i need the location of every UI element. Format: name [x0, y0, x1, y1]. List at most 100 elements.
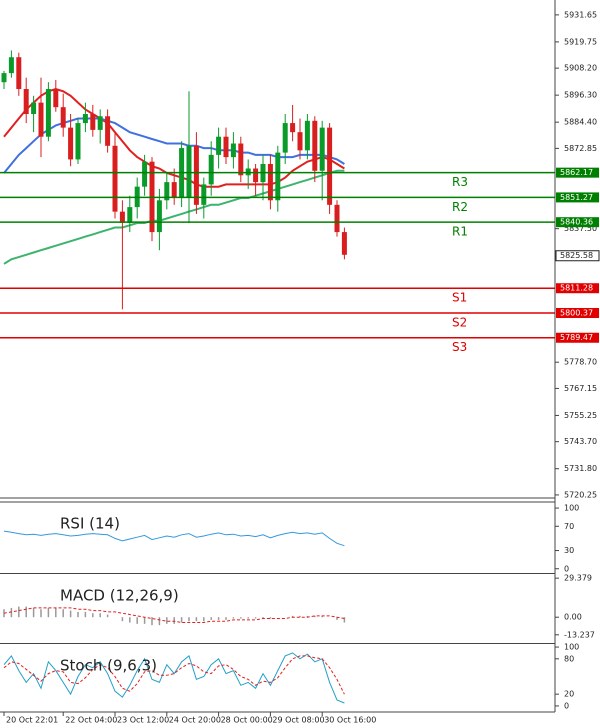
candle-body	[127, 207, 133, 223]
candle-body	[275, 152, 281, 201]
x-tick-label: 30 Oct 16:00	[324, 716, 376, 725]
x-tick-label: 24 Oct 20:00	[169, 716, 221, 725]
price-box-label: 5840.36	[560, 218, 593, 227]
last-price-label: 5825.58	[560, 251, 593, 260]
candle-body	[171, 182, 177, 199]
y-tick-label: 20	[564, 690, 574, 699]
candle-body	[75, 123, 81, 160]
y-tick-label: 5931.65	[564, 10, 597, 19]
x-tick-label: 22 Oct 04:00	[65, 716, 117, 725]
y-tick-label: 5755.25	[564, 411, 597, 420]
candle-body	[38, 102, 44, 137]
price-box	[556, 217, 599, 228]
x-tick-label: 20 Oct 22:01	[6, 716, 58, 725]
price-box-label: 5789.47	[560, 333, 593, 342]
y-tick-label: 100	[564, 504, 579, 513]
candle-body	[327, 127, 333, 205]
price-box-label: 5862.17	[560, 168, 593, 177]
candle-body	[68, 127, 74, 160]
candle-body	[290, 123, 296, 133]
y-tick-label: 0	[564, 701, 569, 710]
panel-title: RSI (14)	[60, 515, 120, 533]
candle-body	[201, 184, 207, 205]
y-tick-label: 5767.15	[564, 384, 597, 393]
x-tick-label: 28 Oct 00:00	[221, 716, 273, 725]
candle-body	[53, 89, 59, 108]
candle-body	[304, 120, 310, 151]
candle-body	[142, 161, 148, 187]
indicator-line	[3, 530, 345, 547]
candle-body	[119, 211, 125, 223]
y-tick-label: 5837.50	[564, 224, 597, 233]
y-tick-label: -13.237	[564, 630, 595, 639]
candle-body	[230, 143, 236, 158]
y-tick-label: 5884.40	[564, 118, 597, 127]
candle-body	[267, 163, 273, 201]
y-tick-label: 0.00	[564, 613, 582, 622]
y-tick-label: 100	[564, 643, 579, 652]
candle-body	[45, 89, 51, 137]
candle-body	[23, 89, 29, 114]
y-tick-label: 5872.85	[564, 144, 597, 153]
candle-body	[312, 120, 318, 171]
price-box	[556, 283, 599, 294]
y-tick-label: 29.379	[564, 574, 592, 583]
pivot-label: S2	[452, 315, 467, 329]
candle-body	[297, 132, 303, 151]
last-price-box	[555, 250, 600, 262]
pivot-label: R1	[452, 225, 468, 239]
candle-body	[282, 123, 288, 153]
candle-body	[223, 136, 229, 158]
y-tick-label: 5720.25	[564, 490, 597, 499]
candle-body	[97, 116, 103, 130]
candle-body	[216, 136, 222, 155]
y-tick-label: 5731.80	[564, 464, 597, 473]
price-box	[556, 192, 599, 203]
y-tick-label: 5743.70	[564, 437, 597, 446]
y-tick-label: 5896.30	[564, 91, 597, 100]
price-box	[556, 167, 599, 178]
indicator-line	[3, 655, 345, 695]
price-box-label: 5811.28	[560, 284, 593, 293]
candle-body	[105, 116, 111, 146]
panel-title: MACD (12,26,9)	[60, 587, 179, 605]
candle-body	[31, 102, 37, 114]
y-tick-label: 5919.75	[564, 37, 597, 46]
candle-body	[16, 57, 22, 90]
y-tick-label: 70	[564, 522, 574, 531]
y-tick-label: 80	[564, 654, 574, 663]
candle-body	[208, 154, 214, 185]
indicator-line	[3, 607, 345, 623]
price-box-label: 5851.27	[560, 193, 593, 202]
y-tick-label: 0	[564, 564, 569, 573]
candle-body	[334, 204, 340, 233]
candle-body	[1, 73, 7, 83]
y-tick-label: 30	[564, 546, 574, 555]
candle-body	[341, 232, 347, 255]
pivot-label: R3	[452, 175, 468, 189]
y-tick-label: 5908.20	[564, 64, 597, 73]
panel-title: Stoch (9,6,3)	[60, 657, 157, 675]
candle-body	[82, 113, 88, 124]
pivot-label: R2	[452, 200, 468, 214]
candle-body	[8, 57, 14, 74]
price-box	[556, 332, 599, 343]
indicator-line	[3, 652, 345, 704]
price-box-label: 5800.37	[560, 308, 593, 317]
candle-body	[238, 143, 244, 176]
candle-body	[90, 113, 96, 130]
candle-body	[112, 145, 118, 212]
candle-body	[164, 182, 170, 201]
price-box	[556, 307, 599, 318]
x-tick-label: 23 Oct 12:00	[117, 716, 169, 725]
candle-body	[156, 200, 162, 233]
x-tick-label: 29 Oct 08:00	[272, 716, 324, 725]
candle-body	[253, 168, 259, 183]
candle-body	[319, 127, 325, 171]
pivot-label: S1	[452, 291, 467, 305]
pivot-label: S3	[452, 340, 467, 354]
candle-body	[60, 107, 66, 128]
indicator-line	[3, 169, 345, 265]
